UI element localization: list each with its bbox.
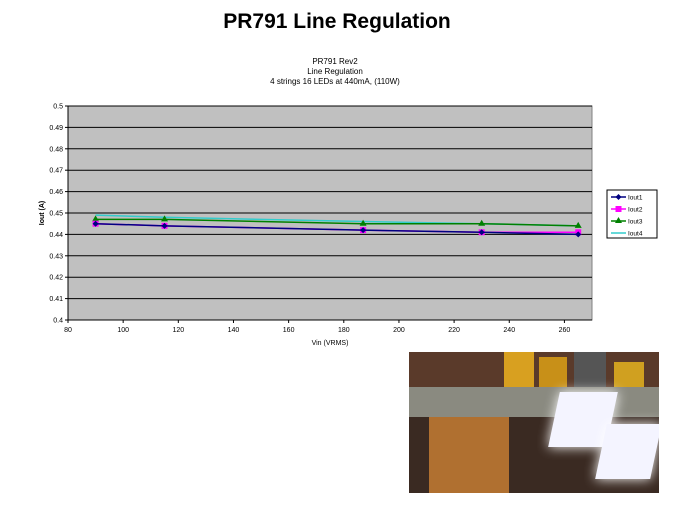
legend-marker bbox=[615, 217, 622, 223]
x-tick-label: 220 bbox=[448, 327, 460, 334]
x-tick-label: 240 bbox=[503, 327, 515, 334]
x-tick-label: 260 bbox=[559, 327, 571, 334]
legend-marker bbox=[615, 206, 622, 212]
x-tick-label: 180 bbox=[338, 327, 350, 334]
chart-title-line: Line Regulation bbox=[307, 67, 363, 76]
legend bbox=[606, 189, 658, 239]
data-point-iout1 bbox=[360, 227, 367, 234]
data-point-iout1 bbox=[478, 229, 485, 236]
data-point-iout1 bbox=[575, 231, 582, 238]
y-tick-label: 0.4 bbox=[53, 318, 63, 325]
data-point-iout1 bbox=[161, 222, 168, 229]
y-tick-label: 0.45 bbox=[49, 211, 63, 218]
data-point-iout3 bbox=[359, 219, 367, 226]
legend-label: Iout2 bbox=[628, 207, 643, 214]
legend-label: Iout1 bbox=[628, 195, 643, 202]
y-tick-label: 0.49 bbox=[49, 125, 63, 132]
legend-label: Iout3 bbox=[628, 219, 643, 226]
legend-label: Iout4 bbox=[628, 231, 643, 238]
photo-led-test-setup bbox=[409, 352, 659, 493]
slide-title: PR791 Line Regulation bbox=[223, 10, 451, 33]
x-tick-label: 160 bbox=[283, 327, 295, 334]
x-tick-label: 200 bbox=[393, 327, 405, 334]
y-tick-label: 0.48 bbox=[49, 146, 63, 153]
x-tick-label: 120 bbox=[172, 327, 184, 334]
y-tick-label: 0.5 bbox=[53, 104, 63, 111]
x-axis-label: Vin (VRMS) bbox=[312, 340, 349, 347]
y-tick-label: 0.42 bbox=[49, 275, 63, 282]
data-point-iout3 bbox=[574, 221, 582, 228]
y-tick-label: 0.41 bbox=[49, 296, 63, 303]
x-tick-label: 80 bbox=[64, 327, 72, 334]
y-tick-label: 0.43 bbox=[49, 253, 63, 260]
chart-title-line: PR791 Rev2 bbox=[312, 57, 358, 66]
y-tick-label: 0.46 bbox=[49, 189, 63, 196]
x-tick-label: 100 bbox=[117, 327, 129, 334]
x-tick-label: 140 bbox=[228, 327, 240, 334]
data-point-iout3 bbox=[478, 219, 486, 226]
data-point-iout3 bbox=[161, 215, 169, 222]
data-point-iout1 bbox=[92, 220, 99, 227]
y-tick-label: 0.47 bbox=[49, 168, 63, 175]
y-axis-label: Iout (A) bbox=[39, 201, 46, 226]
legend-marker bbox=[615, 194, 622, 200]
chart-title-line: 4 strings 16 LEDs at 440mA, (110W) bbox=[270, 77, 400, 86]
data-point-iout3 bbox=[92, 215, 100, 222]
y-tick-label: 0.44 bbox=[49, 232, 63, 239]
